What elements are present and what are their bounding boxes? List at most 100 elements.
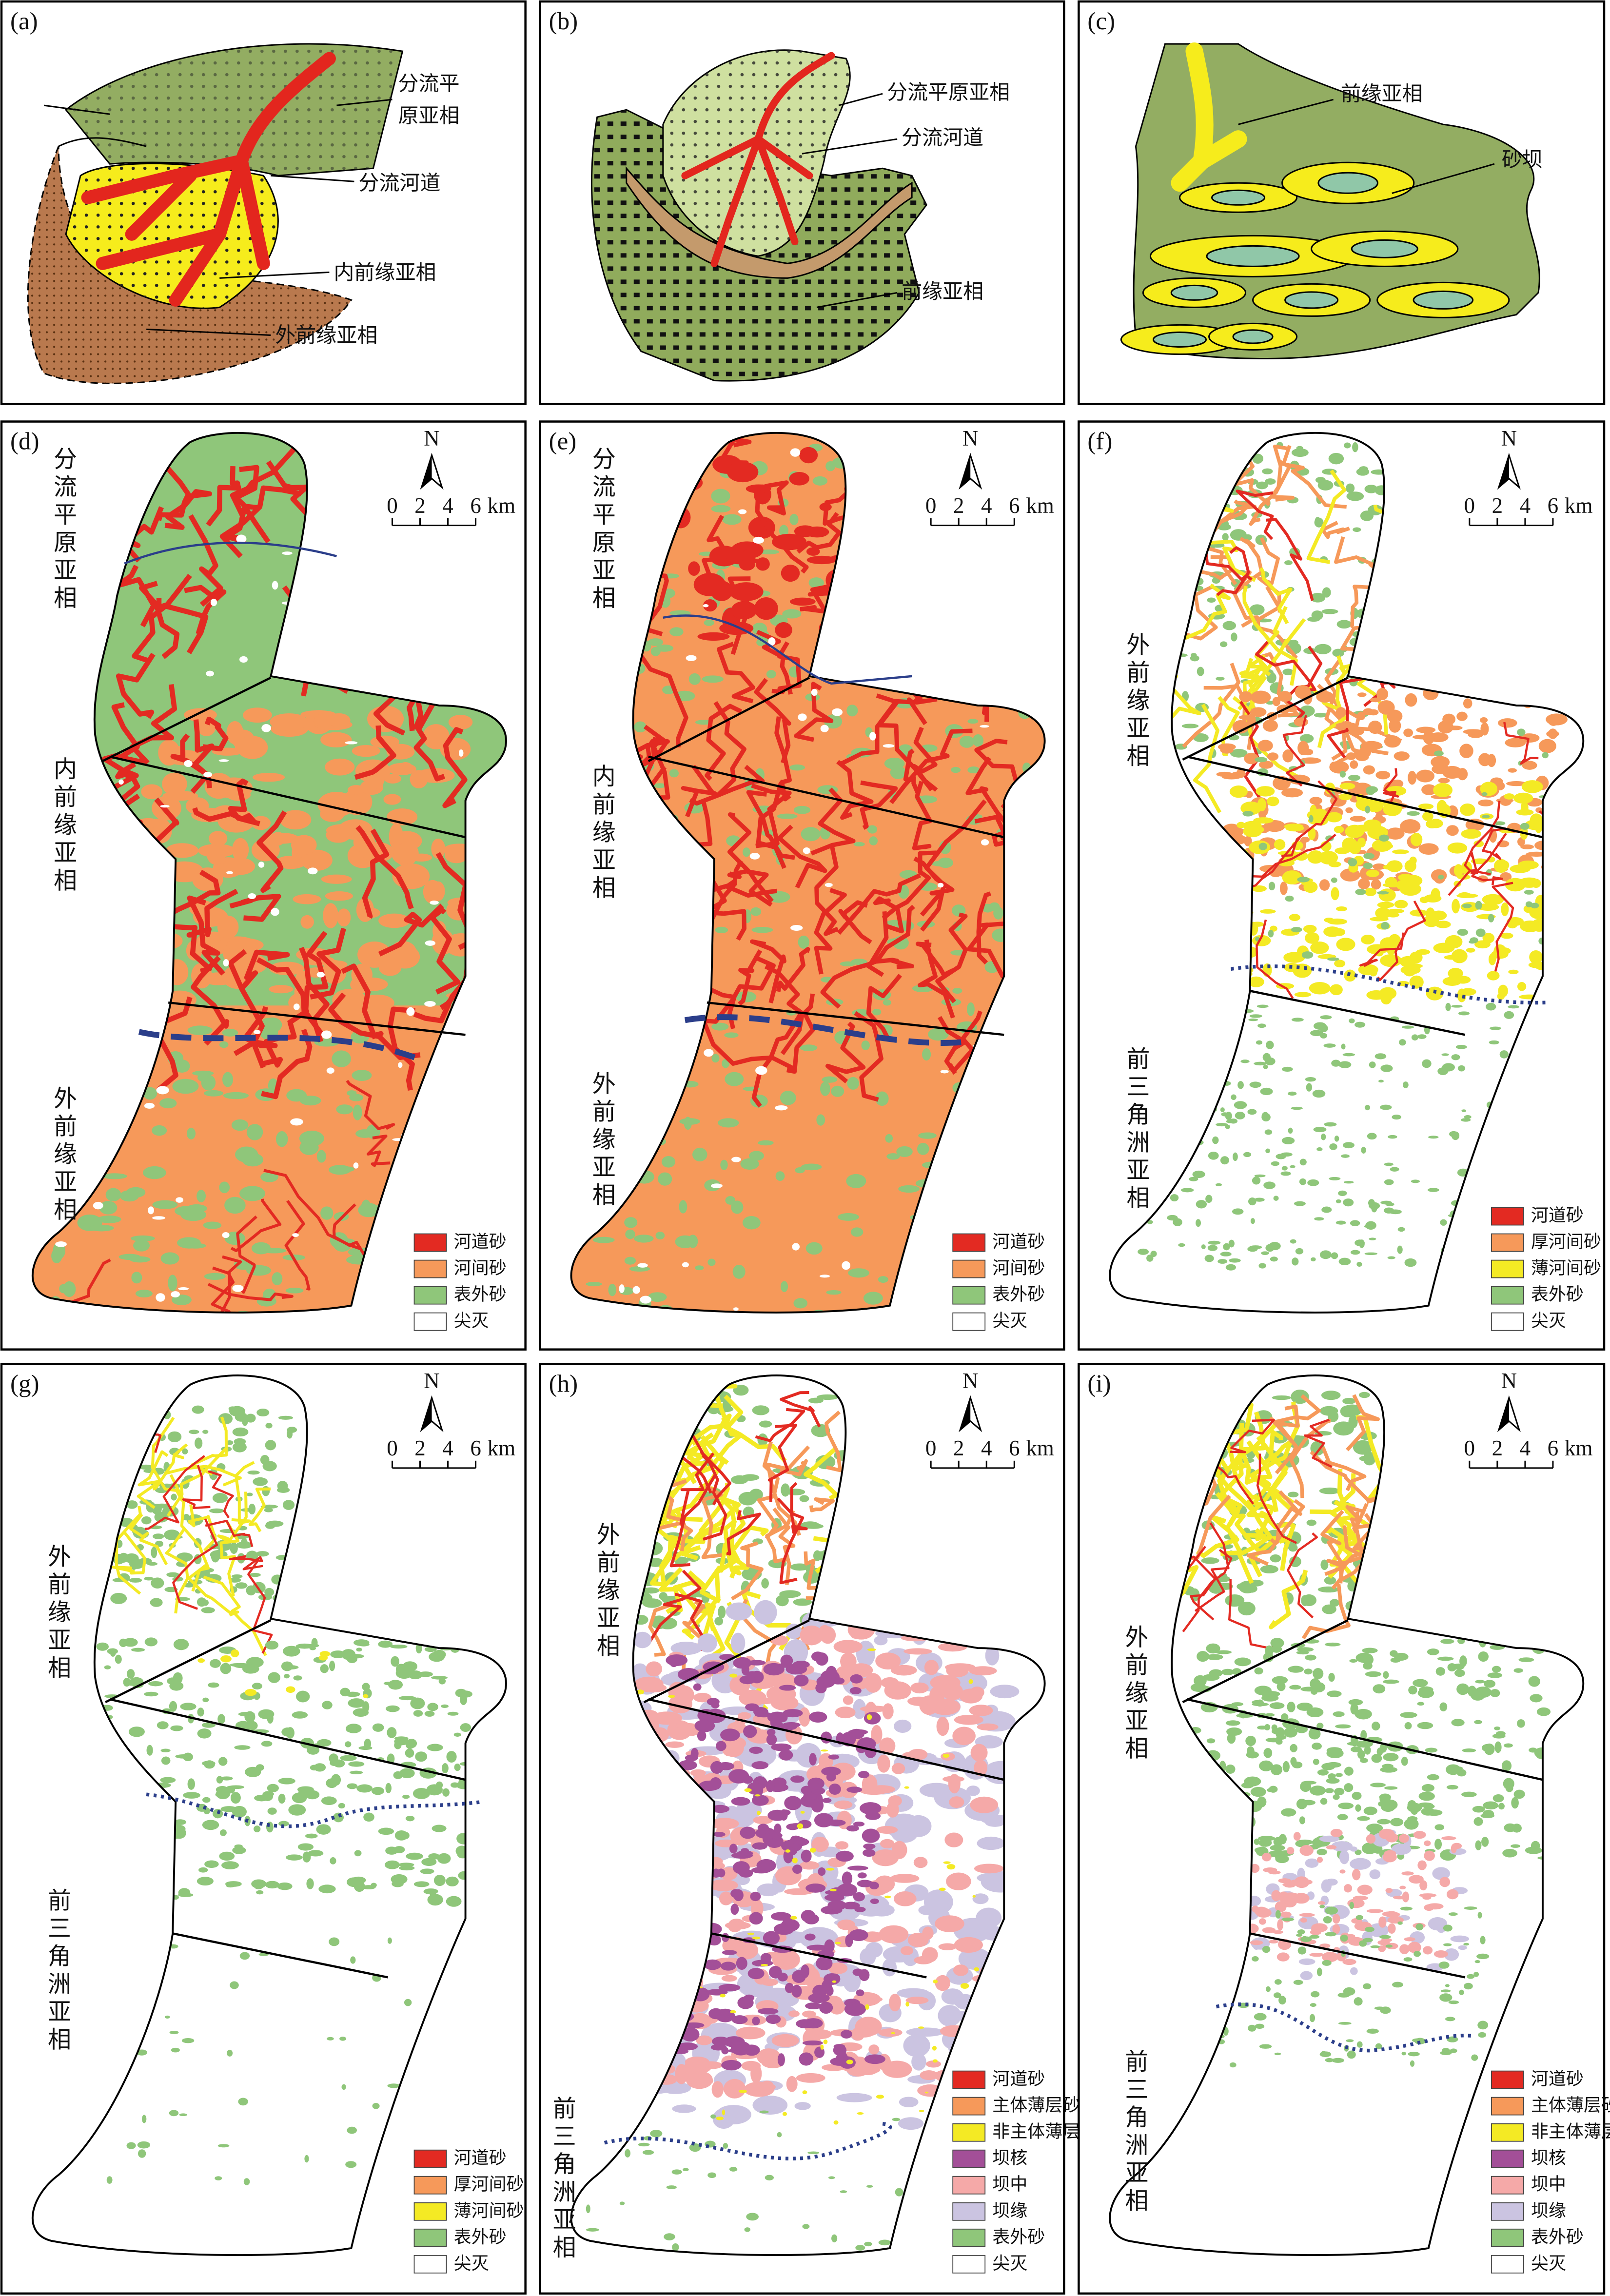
channel-sand [750,939,786,1003]
facies-patch [156,1293,165,1302]
facies-patch [1373,863,1386,870]
facies-patch [1309,2014,1315,2022]
channel-sand [1383,768,1399,803]
facies-patch [904,1786,909,1789]
facies-patch [754,1794,761,1797]
facies-patch [142,2115,147,2123]
facies-patch [833,1640,863,1653]
channel-sand [1217,1421,1279,1526]
facies-patch [338,1803,345,1809]
facies-patch [1380,1766,1398,1773]
facies-patch [974,1864,1004,1874]
facies-patch [1358,964,1378,976]
facies-patch [799,1861,820,1870]
facies-patch [1363,765,1375,775]
facies-patch [322,960,347,984]
facies-patch [152,1125,167,1136]
facies-patch [924,2091,929,2094]
facies-patch [1206,1654,1223,1660]
facies-patch [1490,1026,1501,1030]
facies-patch [953,1964,969,1976]
facies-patch [242,707,272,723]
facies-patch [1206,1643,1220,1654]
facies-patch [201,1722,216,1728]
facies-patch [1451,1719,1465,1727]
boundary-curve [124,541,337,565]
facies-patch [946,1864,956,1870]
facies-patch [1254,1906,1269,1916]
facies-patch [295,1690,310,1703]
facies-patch [843,1695,854,1705]
facies-patch [840,2190,847,2193]
facies-patch [757,2048,781,2065]
channel-sand [1243,1505,1276,1541]
facies-patch [1371,1205,1377,1213]
facies-patch [1226,1727,1242,1736]
facies-patch [1441,1053,1449,1056]
facies-patch [846,1786,863,1793]
facies-patch [1494,1727,1501,1730]
facies-patch [1270,1638,1284,1648]
facies-patch [1313,1759,1319,1765]
legend-label: 尖灭 [1531,1311,1566,1331]
facies-patch [704,1049,714,1057]
facies-patch [1498,984,1508,998]
facies-patch [1237,1583,1247,1590]
channel-sand [219,1521,240,1596]
panel-label: (g) [10,1370,39,1397]
facies-patch [1289,914,1300,922]
facies-patch [1482,933,1495,943]
facies-patch [388,1680,403,1690]
facies-patch [1417,1860,1427,1870]
facies-patch [720,1962,736,1971]
facies-patch [358,1746,373,1750]
facies-patch [279,810,312,830]
facies-patch [144,1691,158,1697]
legend-swatch [1491,2255,1524,2274]
facies-patch [762,1833,773,1845]
facies-patch [231,1119,249,1131]
facies-patch [1417,1688,1434,1698]
channel-sand [192,807,257,824]
facies-patch [1206,1738,1216,1744]
facies-patch [405,1815,415,1822]
facies-boundary [711,1932,927,1979]
facies-patch [286,1089,307,1102]
facies-patch [772,533,807,550]
facies-patch [890,1874,920,1883]
facies-patch [349,1770,363,1775]
facies-patch [129,1578,142,1583]
facies-patch [624,1256,636,1265]
legend-swatch [413,1286,447,1305]
facies-patch [1461,1109,1467,1112]
facies-patch [879,1737,896,1755]
facies-patch [1204,1255,1214,1262]
facies-patch [1369,1869,1381,1880]
facies-patch [171,1493,177,1501]
facies-patch [1507,920,1518,929]
facies-patch [1280,1713,1289,1721]
facies-patch [688,673,701,685]
facies-patch [682,1628,690,1634]
facies-patch [1477,799,1493,806]
facies-patch [833,2120,839,2125]
facies-label: 外前缘亚相 [1120,1625,1148,1764]
north-label: N [962,426,979,451]
facies-patch [828,1784,841,1795]
facies-patch [429,1651,445,1662]
facies-patch [758,549,779,554]
facies-patch [747,1932,754,1935]
facies-patch [675,2064,688,2084]
channel-sand [726,1510,762,1556]
facies-patch [1477,1912,1482,1919]
facies-patch [871,1725,883,1745]
scale-tick-label: 0 [387,493,398,518]
facies-patch [424,1710,435,1717]
facies-patch [106,2176,113,2184]
facies-patch [796,2073,825,2083]
facies-patch [1363,853,1374,860]
facies-patch [162,772,187,796]
legend-swatch [1491,1259,1524,1278]
facies-patch [1332,2058,1344,2063]
channel-sand [840,697,938,766]
